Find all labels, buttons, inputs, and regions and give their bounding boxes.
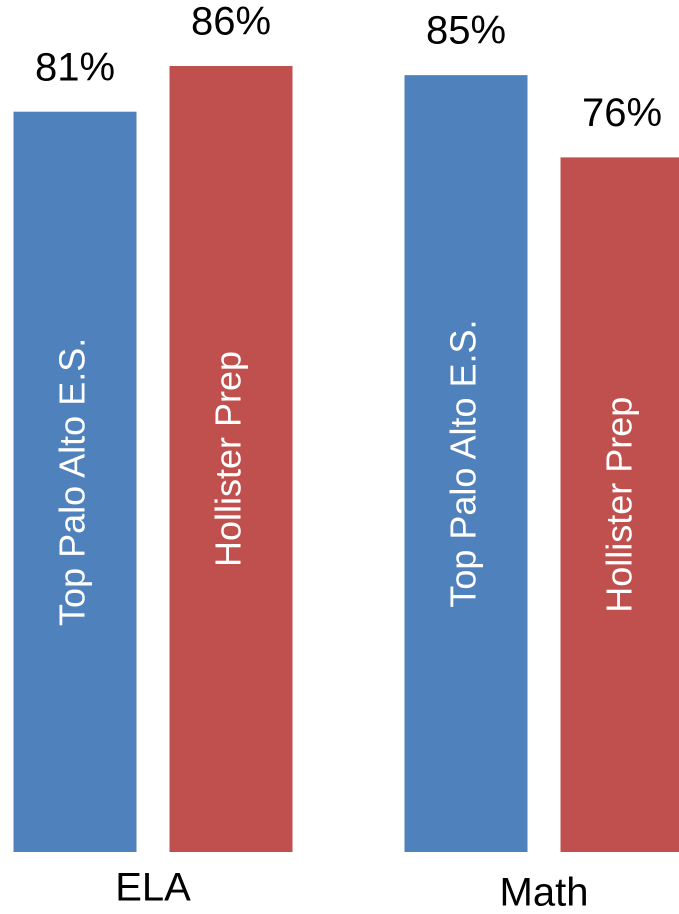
- bar: [560, 157, 679, 852]
- value-label: 86%: [191, 0, 271, 44]
- value-label: 81%: [35, 45, 115, 89]
- bar: [13, 111, 137, 852]
- series-label: Top Palo Alto E.S.: [443, 319, 484, 607]
- bar: [404, 75, 528, 853]
- series-label: Top Palo Alto E.S.: [52, 338, 93, 626]
- series-label: Hollister Prep: [599, 397, 640, 613]
- value-label: 85%: [426, 9, 506, 53]
- x-tick-label: ELA: [115, 866, 191, 910]
- value-label: 76%: [582, 91, 662, 135]
- series-label: Hollister Prep: [208, 351, 249, 567]
- x-tick-label: Math: [500, 871, 589, 914]
- bar: [169, 66, 293, 852]
